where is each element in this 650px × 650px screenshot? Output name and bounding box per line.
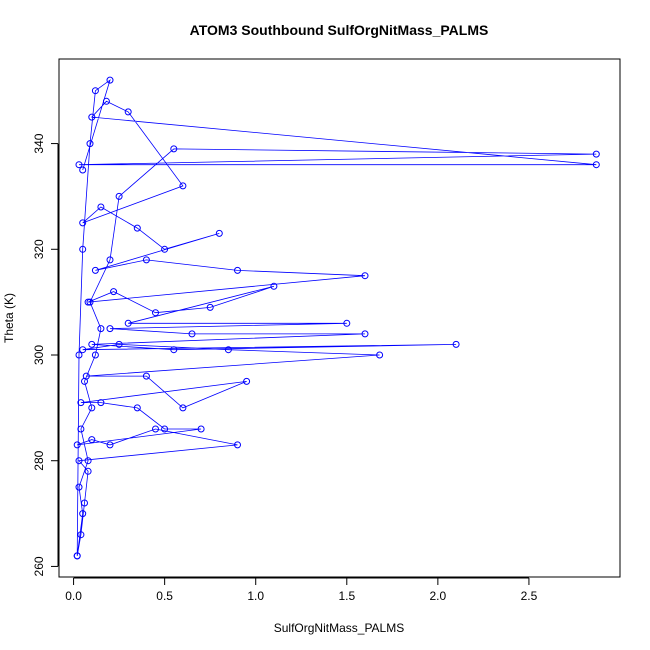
data-point [73,441,81,449]
data-point [361,272,369,280]
data-point [592,150,600,158]
data-point [84,467,92,475]
data-point [73,552,81,560]
data-point [224,346,232,354]
data-point [234,441,241,449]
data-point [161,425,169,433]
series-points [73,76,600,560]
data-point [79,219,87,227]
data-point [133,404,141,412]
data-point [110,288,118,296]
data-point [152,309,159,317]
data-point [133,224,141,232]
data-point [234,266,241,274]
y-tick-label: 280 [32,450,46,470]
series-polyline [76,79,597,556]
series-line [76,79,597,556]
data-point [115,192,123,200]
data-point [88,113,96,121]
chart-title: ATOM3 Southbound SulfOrgNitMass_PALMS [190,22,489,38]
data-point [97,325,105,333]
data-point [79,510,87,518]
data-point [77,399,85,407]
data-point [82,372,90,380]
x-tick-label: 2.5 [521,589,538,603]
x-tick-label: 1.0 [247,589,264,603]
data-point [179,404,187,412]
data-point [75,161,83,169]
data-point [75,351,83,359]
data-point [97,203,105,211]
data-point [197,425,205,433]
x-tick-label: 0.0 [65,589,82,603]
data-point [84,298,92,306]
data-point [88,436,96,444]
data-point [77,425,85,433]
y-tick-label: 340 [32,133,46,153]
data-point [86,140,94,148]
data-point [124,108,132,116]
x-tick-label: 1.5 [338,589,355,603]
data-point [77,531,85,539]
data-point [270,282,278,290]
data-point [452,340,460,348]
x-axis-label: SulfOrgNitMass_PALMS [274,621,404,635]
data-point [75,483,83,491]
data-point [97,399,105,407]
y-axis: 260 280 300 320 340 [32,133,59,576]
data-point [91,351,99,359]
data-point [142,256,150,264]
data-point [75,457,83,465]
data-point [86,298,94,306]
data-point [361,330,369,338]
data-point [102,97,110,105]
data-point [115,340,123,348]
data-point [152,425,159,433]
y-axis-label: Theta (K) [2,293,16,343]
data-point [142,372,150,380]
data-point [243,377,251,385]
data-point [106,256,114,264]
data-point [592,161,600,169]
data-point [179,182,187,190]
data-point [81,499,88,507]
y-tick-label: 300 [32,345,46,365]
data-point [124,319,132,327]
data-point [79,346,87,354]
x-tick-label: 0.5 [156,589,173,603]
data-point [106,325,114,333]
data-point [376,351,384,359]
data-point [188,330,196,338]
x-axis: 0.0 0.5 1.0 1.5 2.0 2.5 [65,577,538,603]
data-point [170,346,178,354]
data-point [161,245,169,253]
data-point [88,340,96,348]
data-point [79,245,87,253]
data-point [215,229,223,237]
data-point [106,441,114,449]
plot-frame [58,58,621,578]
data-point [91,266,99,274]
data-point [88,404,96,412]
y-tick-label: 260 [32,556,46,576]
data-point [206,303,214,311]
data-point [84,457,92,465]
data-point [106,76,114,84]
data-point [91,87,99,95]
data-point [343,319,351,327]
data-point [170,145,178,153]
data-point [79,166,87,174]
y-tick-label: 320 [32,239,46,259]
x-tick-label: 2.0 [430,589,447,603]
